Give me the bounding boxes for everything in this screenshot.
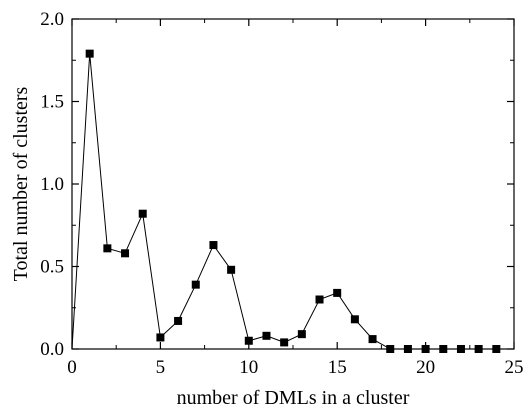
y-axis-tick-labels: 0.0 0.5 1.0 1.5 2.0 <box>40 9 64 360</box>
data-point <box>227 265 236 274</box>
series-line <box>71 53 497 350</box>
y-tick-label: 1.0 <box>40 174 64 195</box>
series-markers <box>85 49 501 353</box>
data-point <box>456 345 465 353</box>
data-point <box>244 336 253 345</box>
y-tick-label: 1.5 <box>40 92 64 113</box>
x-axis-ticks <box>71 19 515 349</box>
data-point <box>297 330 306 339</box>
x-axis-tick-labels: 0 5 10 15 20 25 <box>67 357 523 378</box>
x-tick-label: 25 <box>505 357 524 378</box>
y-axis-title: Total number of clusters <box>10 86 32 281</box>
data-point <box>439 345 448 353</box>
data-point <box>280 338 289 347</box>
data-point <box>403 345 412 353</box>
y-tick-label: 0.5 <box>40 257 64 278</box>
x-tick-label: 5 <box>156 357 166 378</box>
data-point <box>368 335 377 344</box>
x-tick-label: 20 <box>416 357 435 378</box>
data-point <box>350 315 359 324</box>
plot-frame <box>71 18 515 350</box>
x-tick-label: 15 <box>328 357 347 378</box>
data-point <box>492 345 501 353</box>
y-axis-ticks <box>72 18 514 350</box>
data-point <box>386 345 395 353</box>
data-point <box>333 288 342 297</box>
y-tick-label: 2.0 <box>40 9 64 30</box>
data-point <box>103 244 112 253</box>
data-point <box>315 295 324 304</box>
data-point <box>209 241 218 250</box>
data-point <box>174 316 183 325</box>
data-point <box>191 280 200 289</box>
data-point <box>421 345 430 353</box>
data-point <box>262 331 271 340</box>
data-point <box>156 333 165 342</box>
y-tick-label: 0.0 <box>40 339 64 360</box>
data-point <box>474 345 483 353</box>
data-point <box>85 49 94 58</box>
x-tick-label: 10 <box>239 357 258 378</box>
data-point <box>138 209 147 218</box>
data-point <box>121 249 130 258</box>
x-axis-title: number of DMLs in a cluster <box>177 387 410 409</box>
x-tick-label: 0 <box>67 357 77 378</box>
